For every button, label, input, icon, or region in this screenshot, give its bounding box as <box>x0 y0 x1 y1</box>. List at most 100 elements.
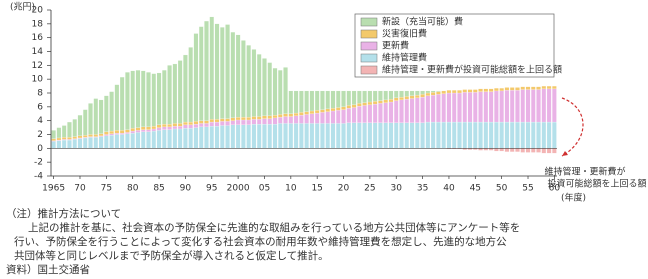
bar-segment <box>162 129 167 149</box>
bar-segment <box>262 124 267 149</box>
y-tick-label: 20 <box>32 6 44 16</box>
bar-segment <box>172 123 178 127</box>
bar-segment <box>198 126 204 149</box>
bar-segment <box>415 97 420 123</box>
bar-segment <box>314 123 320 149</box>
bar-segment <box>304 114 309 124</box>
bar-segment <box>330 123 336 149</box>
bar-segment <box>552 148 557 154</box>
bar-segment <box>77 115 83 136</box>
bar-segment <box>473 89 478 93</box>
bar-segment <box>283 113 288 117</box>
bar-segment <box>72 119 77 137</box>
bar-segment <box>499 121 504 149</box>
bar-segment <box>546 88 552 123</box>
bar-segment <box>536 148 541 153</box>
bar-segment <box>546 85 552 89</box>
x-tick-label: 40 <box>443 184 455 194</box>
bar-segment <box>478 91 483 123</box>
bar-segment <box>272 117 278 125</box>
bar-segment <box>156 130 162 149</box>
bar-segment <box>478 88 483 92</box>
bar-segment <box>420 90 425 95</box>
bar-segment <box>204 120 209 124</box>
legend-swatch <box>360 41 378 51</box>
bar-segment <box>188 121 193 125</box>
bar-segment <box>141 131 146 149</box>
x-axis-label: (年度) <box>561 192 586 204</box>
bar-segment <box>209 126 214 149</box>
bar-segment <box>415 94 420 98</box>
bar-segment <box>409 122 415 149</box>
bar-segment <box>536 89 541 123</box>
bar-segment <box>367 104 373 123</box>
bar-segment <box>278 123 283 149</box>
bar-segment <box>541 88 547 123</box>
bar-segment <box>509 121 515 149</box>
bar-segment <box>288 123 294 149</box>
bar-segment <box>457 121 462 149</box>
bar-segment <box>135 132 141 149</box>
x-tick-label: 85 <box>153 184 164 194</box>
bar-segment <box>388 122 394 149</box>
bar-segment <box>314 90 320 111</box>
bar-segment <box>156 124 162 128</box>
bar-segment <box>220 118 225 122</box>
bar-segment <box>88 103 93 135</box>
bar-segment <box>83 137 88 139</box>
bar-segment <box>67 121 72 138</box>
bar-segment <box>430 121 436 149</box>
bar-segment <box>341 106 346 110</box>
bar-segment <box>119 76 125 131</box>
note-heading: （注）推計方法について <box>6 207 121 220</box>
bar-segment <box>388 101 394 123</box>
bar-segment <box>51 130 56 139</box>
bar-segment <box>425 90 431 94</box>
bar-segment <box>430 92 436 96</box>
bar-segment <box>225 24 230 119</box>
bar-segment <box>88 136 93 138</box>
bar-segment <box>172 128 178 149</box>
legend-swatch <box>360 65 378 75</box>
x-tick-label: 1965 <box>42 184 65 194</box>
bar-segment <box>167 129 172 149</box>
bar-segment <box>119 130 125 134</box>
bar-segment <box>415 90 420 96</box>
bar-segment <box>515 90 520 123</box>
bar-segment <box>520 121 525 149</box>
bar-segment <box>383 99 388 103</box>
bar-segment <box>531 148 536 153</box>
bar-segment <box>541 85 547 89</box>
bar-segment <box>114 134 120 149</box>
bar-segment <box>83 109 88 136</box>
bar-segment <box>188 128 193 149</box>
bar-segment <box>367 101 373 105</box>
bar-segment <box>372 90 378 102</box>
bar-segment <box>494 121 499 149</box>
bar-segment <box>183 124 188 129</box>
bar-segment <box>104 135 109 149</box>
bar-segment <box>130 128 135 132</box>
bar-segment <box>56 139 62 141</box>
bar-segment <box>104 95 109 132</box>
bar-segment <box>283 116 288 124</box>
y-tick-label: 2 <box>37 130 43 140</box>
bar-segment <box>520 89 525 123</box>
bar-segment <box>109 133 114 136</box>
bar-segment <box>193 127 199 149</box>
bar-segment <box>504 148 510 152</box>
bar-segment <box>141 126 146 130</box>
bar-segment <box>441 121 446 149</box>
y-tick-label: 14 <box>32 47 44 57</box>
bar-segment <box>536 86 541 90</box>
bar-segment <box>509 148 515 152</box>
bar-segment <box>246 124 251 149</box>
bar-segment <box>499 90 504 123</box>
bar-segment <box>130 70 135 129</box>
arrow-head <box>562 151 568 156</box>
bar-segment <box>304 111 309 115</box>
bar-segment <box>425 121 431 149</box>
bar-segment <box>125 129 130 133</box>
bar-segment <box>546 148 552 154</box>
bar-segment <box>325 108 330 112</box>
